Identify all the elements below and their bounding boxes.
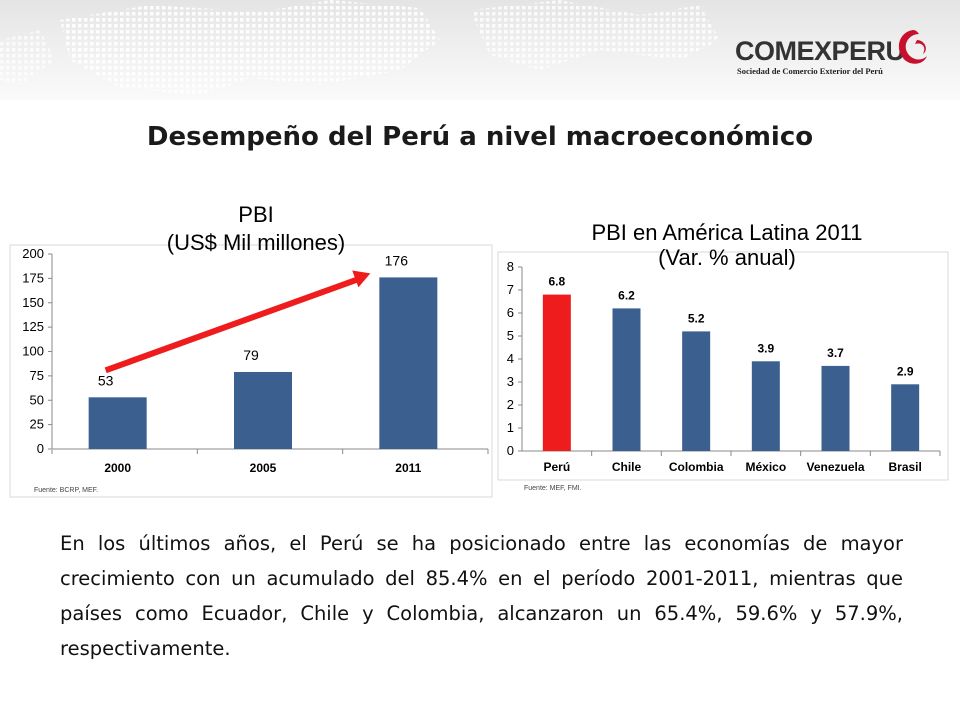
y-tick-label: 7 xyxy=(507,282,514,297)
y-tick-label: 3 xyxy=(507,374,514,389)
chart-title-line2: (US$ Mil millones) xyxy=(167,230,345,255)
header-banner: COMEXPERU Sociedad de Comercio Exterior … xyxy=(0,0,960,100)
y-tick-label: 25 xyxy=(30,417,44,432)
trend-arrowhead xyxy=(352,270,371,288)
bar-2005 xyxy=(234,371,292,449)
x-category-label: Perú xyxy=(543,460,570,474)
chart-title-line2: (Var. % anual) xyxy=(658,245,796,270)
bar-Perú xyxy=(542,294,571,451)
chart-title-line1: PBI en América Latina 2011 xyxy=(591,220,862,245)
y-tick-label: 8 xyxy=(507,259,514,274)
chart-frame xyxy=(9,244,493,498)
world-map-background xyxy=(0,0,720,95)
slide-title: Desempeño del Perú a nivel macroeconómic… xyxy=(146,122,814,152)
chart-frame xyxy=(497,251,949,481)
data-label: 3.9 xyxy=(757,341,774,355)
chart-title-line1: PBI xyxy=(238,202,273,227)
body-paragraph: En los últimos años, el Perú se ha posic… xyxy=(60,532,903,660)
x-category-label: Chile xyxy=(612,460,642,474)
source-note: Fuente: MEF, FMI. xyxy=(524,485,582,492)
data-label: 6.8 xyxy=(548,275,565,289)
y-tick-label: 175 xyxy=(22,270,44,285)
y-tick-label: 75 xyxy=(30,368,44,383)
bar-Venezuela xyxy=(821,365,850,451)
data-label: 176 xyxy=(385,252,409,268)
bar-2000 xyxy=(88,397,147,449)
data-label: 79 xyxy=(243,347,259,363)
data-label: 53 xyxy=(98,372,114,388)
y-tick-label: 200 xyxy=(22,246,44,261)
bar-Chile xyxy=(612,308,641,451)
y-tick-label: 5 xyxy=(507,328,514,343)
x-category-label: 2000 xyxy=(104,461,131,475)
y-tick-label: 2 xyxy=(507,397,514,412)
bar-Brasil xyxy=(891,384,920,451)
y-tick-label: 1 xyxy=(507,420,514,435)
data-label: 2.9 xyxy=(897,364,914,378)
logo-subtitle: Sociedad de Comercio Exterior del Perú xyxy=(737,66,883,76)
data-label: 5.2 xyxy=(688,311,705,325)
trend-arrow xyxy=(104,275,362,374)
data-label: 3.7 xyxy=(827,346,844,360)
source-note: Fuente: BCRP, MEF. xyxy=(34,487,98,494)
y-tick-label: 100 xyxy=(22,344,44,359)
y-tick-label: 125 xyxy=(22,319,44,334)
y-tick-label: 0 xyxy=(37,441,44,456)
bar-2011 xyxy=(379,277,438,449)
x-category-label: Brasil xyxy=(888,460,921,474)
x-category-label: Colombia xyxy=(669,460,724,474)
bar-Colombia xyxy=(682,331,711,451)
logo-swirl-icon xyxy=(898,30,927,64)
y-tick-label: 150 xyxy=(22,295,44,310)
logo-name: COMEXPERU xyxy=(735,36,905,66)
y-tick-label: 6 xyxy=(507,305,514,320)
y-tick-label: 4 xyxy=(507,351,514,366)
comexperu-logo: COMEXPERU Sociedad de Comercio Exterior … xyxy=(725,24,940,84)
y-tick-label: 0 xyxy=(507,443,514,458)
y-tick-label: 50 xyxy=(30,392,44,407)
bar-México xyxy=(751,361,780,451)
x-category-label: Venezuela xyxy=(806,460,864,474)
data-label: 6.2 xyxy=(618,288,635,302)
x-category-label: 2005 xyxy=(250,461,277,475)
x-category-label: 2011 xyxy=(395,461,421,475)
x-category-label: México xyxy=(745,460,786,474)
